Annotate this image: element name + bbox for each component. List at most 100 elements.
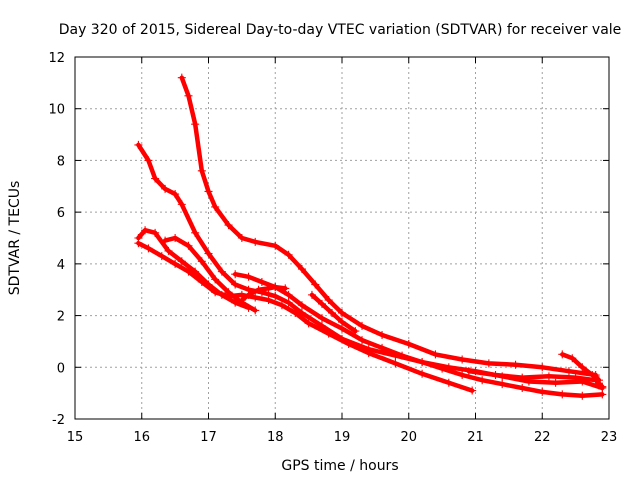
data-point xyxy=(478,376,487,385)
y-axis-ticks: -2 0 2 4 6 8 10 12 xyxy=(48,51,609,428)
data-point xyxy=(284,290,293,299)
series-track-8 xyxy=(307,290,360,336)
data-point xyxy=(271,283,280,292)
data-point xyxy=(297,265,306,274)
data-point xyxy=(204,249,213,258)
data-point xyxy=(358,321,367,330)
data-point xyxy=(598,390,607,399)
data-point xyxy=(277,301,286,310)
series-track-1 xyxy=(177,73,603,390)
data-point xyxy=(551,378,560,387)
data-point xyxy=(558,390,567,399)
data-point xyxy=(257,277,266,286)
data-point xyxy=(351,327,360,336)
data-point xyxy=(224,221,233,230)
data-point xyxy=(568,354,577,363)
y-axis-label: SDTVAR / TECUs xyxy=(7,181,23,296)
data-point xyxy=(484,359,493,368)
data-point xyxy=(571,373,580,382)
data-point xyxy=(144,244,153,253)
data-point xyxy=(327,308,336,317)
data-point xyxy=(237,296,246,305)
data-point xyxy=(254,285,263,294)
y-tick-label: 6 xyxy=(57,206,65,221)
data-point xyxy=(177,73,186,82)
data-point xyxy=(271,292,280,301)
data-point xyxy=(398,351,407,360)
data-point xyxy=(511,360,520,369)
data-point xyxy=(184,267,193,276)
data-point xyxy=(338,308,346,317)
data-point xyxy=(244,290,253,299)
data-point xyxy=(317,314,326,323)
data-point xyxy=(391,359,400,368)
data-point xyxy=(161,184,170,193)
data-point xyxy=(197,257,206,266)
data-point xyxy=(251,306,260,315)
data-point xyxy=(141,226,150,235)
data-point xyxy=(418,358,427,367)
chart-title: Day 320 of 2015, Sidereal Day-to-day VTE… xyxy=(59,22,622,38)
data-point xyxy=(588,371,597,380)
data-point xyxy=(324,296,333,305)
data-point xyxy=(338,318,346,327)
data-point xyxy=(468,386,477,395)
data-point xyxy=(157,252,166,261)
x-tick-label: 17 xyxy=(200,430,217,445)
data-point xyxy=(237,234,246,242)
data-point xyxy=(211,275,220,284)
x-tick-label: 18 xyxy=(267,430,284,445)
data-point xyxy=(317,299,326,308)
data-point xyxy=(161,236,170,245)
series-track-10 xyxy=(558,350,603,385)
x-tick-label: 22 xyxy=(534,430,551,445)
data-point xyxy=(177,200,186,209)
data-point xyxy=(297,301,306,310)
data-point xyxy=(291,308,300,317)
data-point xyxy=(244,272,253,281)
data-point xyxy=(304,319,313,328)
data-point xyxy=(378,343,387,352)
y-tick-label: 10 xyxy=(48,103,65,118)
x-tick-label: 20 xyxy=(400,430,417,445)
data-point xyxy=(358,336,367,345)
data-point xyxy=(418,369,427,378)
data-point xyxy=(518,373,527,382)
y-tick-label: 0 xyxy=(57,361,65,376)
data-point xyxy=(177,257,186,266)
data-point xyxy=(324,329,333,338)
series-line xyxy=(162,235,258,313)
data-point xyxy=(538,363,547,372)
data-point xyxy=(204,187,213,196)
data-point xyxy=(151,174,160,183)
y-tick-label: -2 xyxy=(52,413,65,428)
data-point xyxy=(491,371,500,380)
x-axis-ticks: 15 16 17 18 19 20 21 22 23 xyxy=(67,57,617,445)
data-point xyxy=(544,372,553,381)
data-point xyxy=(197,166,206,175)
data-point xyxy=(578,391,587,400)
data-point xyxy=(458,355,467,364)
data-point xyxy=(594,376,603,385)
data-point xyxy=(251,237,260,246)
data-point xyxy=(431,350,440,359)
x-tick-label: 15 xyxy=(67,430,84,445)
data-point xyxy=(151,228,160,237)
data-point xyxy=(458,371,467,380)
data-point xyxy=(231,280,240,289)
series-track-5 xyxy=(134,239,477,395)
data-point xyxy=(171,234,180,242)
y-tick-label: 12 xyxy=(48,51,65,66)
data-point xyxy=(311,280,320,289)
y-tick-label: 2 xyxy=(57,310,65,325)
data-point xyxy=(164,246,173,255)
data-point xyxy=(144,156,153,165)
data-point xyxy=(264,296,273,305)
grid xyxy=(75,57,609,419)
data-point xyxy=(134,239,143,248)
data-point xyxy=(404,340,413,349)
x-tick-label: 21 xyxy=(467,430,484,445)
data-point xyxy=(438,364,447,373)
data-point xyxy=(364,349,373,358)
